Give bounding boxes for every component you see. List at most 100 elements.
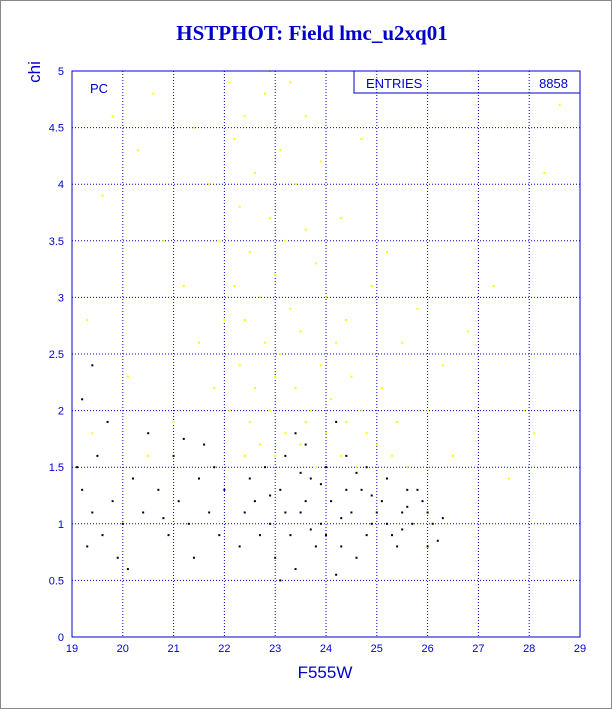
point [294, 386, 297, 389]
point [319, 364, 322, 367]
point [350, 511, 353, 514]
point [416, 307, 419, 310]
point [375, 443, 378, 446]
point [441, 364, 444, 367]
point [314, 466, 317, 469]
point [258, 443, 261, 446]
point [106, 420, 109, 423]
point [81, 488, 84, 491]
point [253, 171, 256, 174]
point [426, 545, 429, 548]
point [142, 511, 145, 514]
point [426, 511, 429, 514]
chart-title: HSTPHOT: Field lmc_u2xq01 [176, 21, 447, 45]
point [411, 522, 414, 525]
point [238, 364, 241, 367]
point [91, 432, 94, 435]
point [406, 505, 409, 508]
point [228, 409, 231, 412]
point [360, 488, 363, 491]
point [172, 454, 175, 457]
point [391, 534, 394, 537]
point [350, 375, 353, 378]
point [330, 500, 333, 503]
y-tick-label: 1 [58, 519, 64, 531]
point [299, 471, 302, 474]
point [269, 217, 272, 220]
point [248, 251, 251, 254]
x-tick-label: 26 [421, 643, 433, 655]
point [192, 556, 195, 559]
point [167, 534, 170, 537]
point [340, 545, 343, 548]
point [431, 522, 434, 525]
point [325, 466, 327, 469]
x-axis-label: F555W [298, 663, 353, 682]
point [299, 511, 302, 514]
point [365, 534, 368, 537]
point [182, 285, 185, 288]
point [269, 522, 272, 525]
point [264, 92, 267, 95]
y-tick-label: 2 [58, 406, 64, 418]
point [233, 137, 236, 140]
point [274, 556, 277, 559]
x-tick-label: 19 [66, 643, 78, 655]
x-tick-label: 27 [472, 643, 484, 655]
point [101, 534, 104, 537]
point [218, 239, 221, 242]
point [543, 171, 546, 174]
point [274, 273, 277, 276]
point [157, 488, 160, 491]
x-tick-label: 23 [269, 643, 281, 655]
point [213, 466, 216, 469]
point [370, 285, 373, 288]
point [289, 534, 292, 537]
point [279, 579, 282, 582]
point [248, 420, 251, 423]
point [365, 466, 368, 469]
point [330, 398, 333, 401]
point [289, 307, 292, 310]
y-tick-label: 4.5 [49, 123, 64, 135]
point [452, 454, 454, 457]
point [340, 454, 343, 457]
y-tick-label: 3.5 [49, 236, 64, 248]
y-tick-label: 2.5 [49, 349, 64, 361]
point [421, 500, 424, 503]
point [182, 437, 185, 440]
point [172, 420, 175, 423]
point [426, 409, 429, 412]
stats-value: 8858 [539, 76, 568, 91]
x-tick-label: 20 [117, 643, 129, 655]
point [325, 534, 327, 537]
x-tick-label: 29 [574, 643, 586, 655]
point [340, 217, 343, 220]
y-tick-label: 3 [58, 292, 64, 304]
point [360, 409, 363, 412]
point [304, 500, 307, 503]
point [385, 251, 388, 254]
point [314, 262, 317, 265]
point [284, 432, 287, 435]
stats-box [353, 70, 581, 94]
point [269, 494, 272, 497]
point [187, 522, 190, 525]
point [243, 115, 246, 118]
x-tick-label: 28 [523, 643, 535, 655]
point [152, 92, 155, 95]
point [507, 477, 510, 480]
point [284, 511, 287, 514]
point [558, 103, 561, 106]
x-tick-label: 22 [218, 643, 230, 655]
point [365, 432, 368, 435]
point [192, 126, 195, 129]
point [385, 477, 388, 480]
y-tick-label: 4 [58, 179, 64, 191]
point [396, 545, 399, 548]
point [264, 466, 267, 469]
point [401, 528, 404, 531]
point [401, 341, 404, 344]
point [111, 115, 114, 118]
